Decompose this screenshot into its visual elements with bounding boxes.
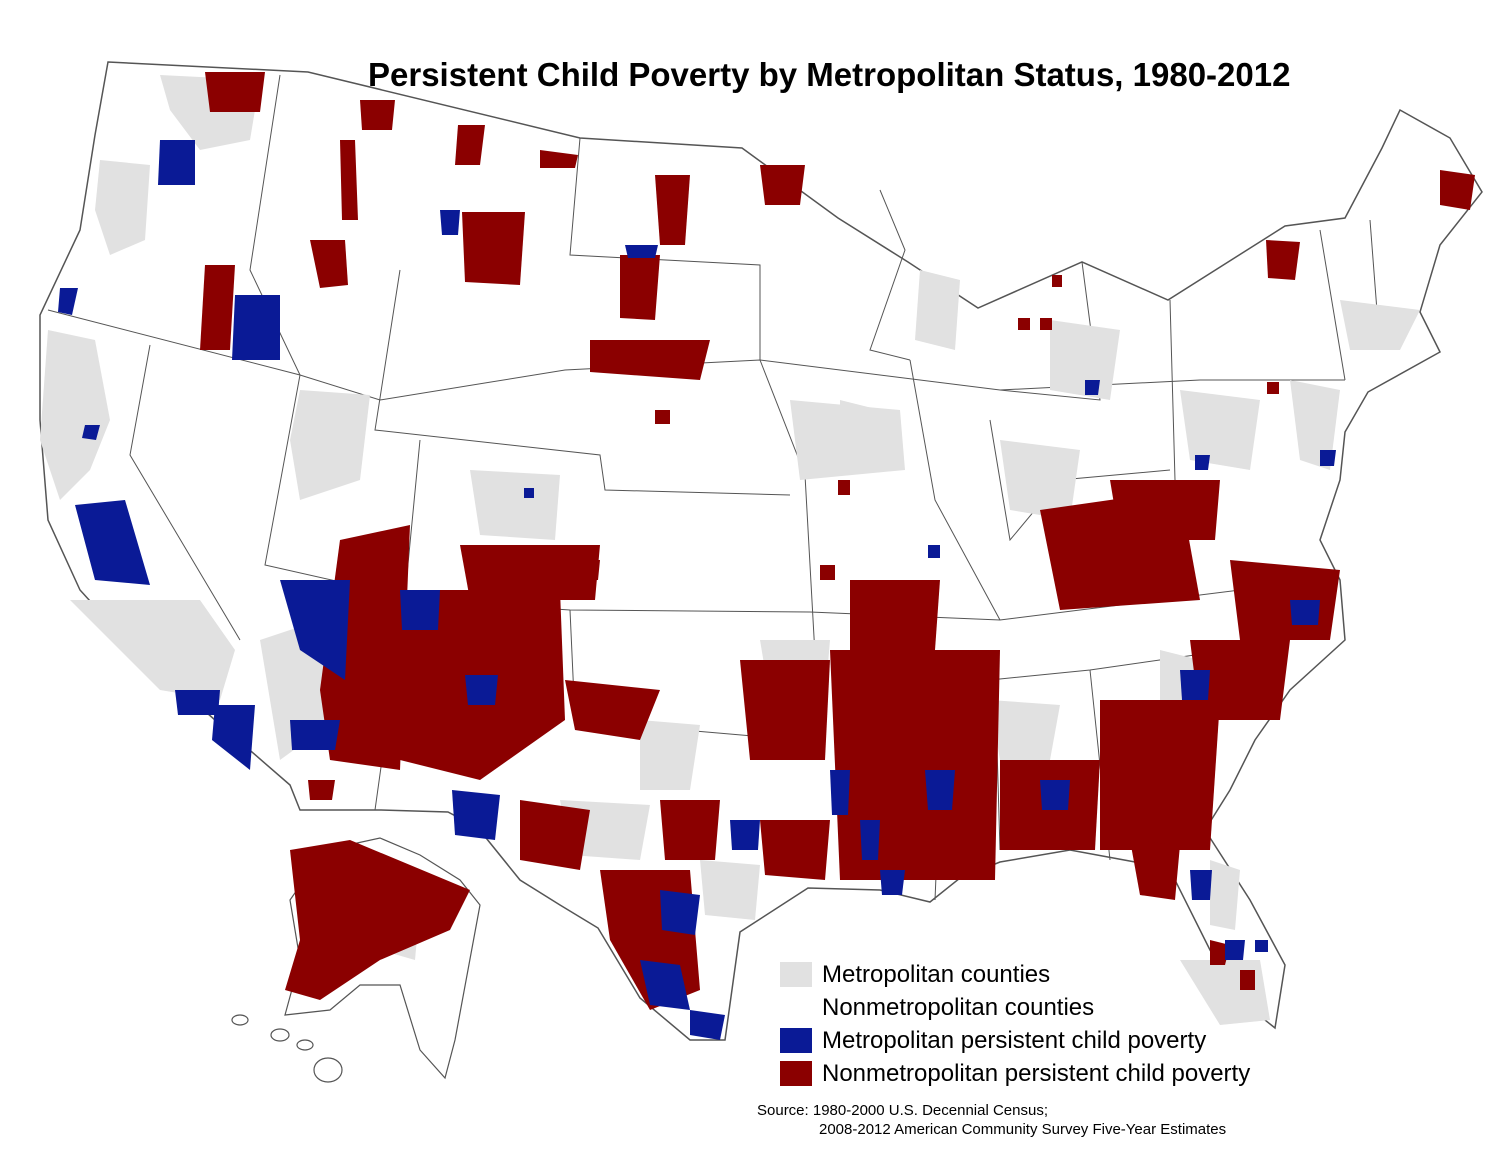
legend-label-metro-poverty: Metropolitan persistent child poverty [822, 1026, 1207, 1054]
legend-label-metro: Metropolitan counties [822, 960, 1051, 988]
legend-swatch-nonmetro-poverty [780, 1061, 812, 1086]
source-note: Source: 1980-2000 U.S. Decennial Census;… [757, 1101, 1226, 1139]
source-line-1: Source: 1980-2000 U.S. Decennial Census; [757, 1102, 1049, 1119]
us-outline [39, 61, 1483, 1041]
metropolitan-counties [40, 75, 1420, 1025]
legend-swatch-metro-poverty [780, 1028, 812, 1053]
legend-item-metro-poverty: Metropolitan persistent child poverty [780, 1024, 1250, 1057]
map-legend: Metropolitan counties Nonmetropolitan co… [780, 958, 1250, 1090]
source-line-2: 2008-2012 American Community Survey Five… [819, 1121, 1227, 1138]
map-title: Persistent Child Poverty by Metropolitan… [368, 56, 1291, 93]
legend-item-nonmetro: Nonmetropolitan counties [780, 991, 1250, 1024]
legend-item-metro: Metropolitan counties [780, 958, 1250, 991]
legend-item-nonmetro-poverty: Nonmetropolitan persistent child poverty [780, 1057, 1250, 1090]
legend-label-nonmetro-poverty: Nonmetropolitan persistent child poverty [822, 1059, 1251, 1087]
metro-poverty-counties [58, 140, 1336, 1040]
legend-label-nonmetro: Nonmetropolitan counties [822, 993, 1095, 1021]
legend-swatch-nonmetro [780, 995, 812, 1020]
legend-swatch-metro [780, 962, 812, 987]
hawaii-islands [231, 1014, 343, 1083]
